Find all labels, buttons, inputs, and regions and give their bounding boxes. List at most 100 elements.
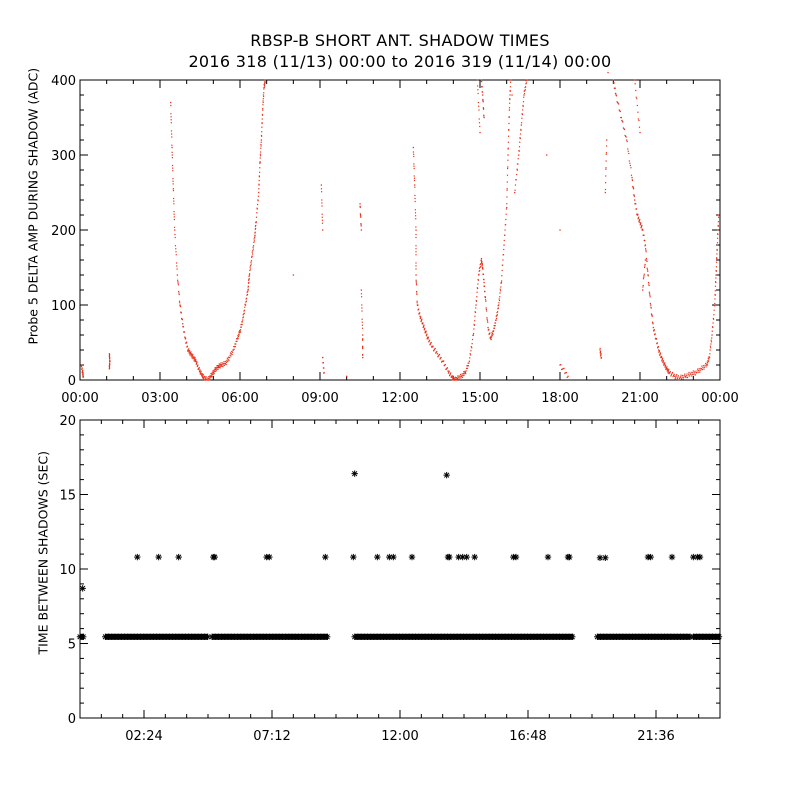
data-point — [507, 167, 509, 170]
data-point — [412, 146, 415, 149]
data-point — [518, 154, 520, 156]
data-point — [661, 359, 663, 361]
data-point — [621, 120, 623, 122]
data-point — [565, 372, 567, 374]
data-point — [323, 367, 325, 369]
data-point — [637, 111, 639, 113]
data-point — [108, 365, 111, 368]
data-point — [463, 374, 465, 376]
data-point — [428, 341, 430, 343]
data-point — [422, 326, 424, 329]
asterisk-stroke — [390, 554, 396, 560]
data-point — [464, 370, 466, 372]
data-point — [525, 86, 527, 88]
data-point — [492, 333, 494, 335]
data-point — [641, 228, 643, 230]
data-point — [190, 354, 193, 356]
data-point — [321, 216, 323, 218]
data-point — [650, 304, 652, 306]
data-point — [430, 341, 432, 344]
data-point — [262, 98, 264, 100]
data-point — [438, 353, 441, 356]
data-point — [419, 315, 421, 317]
asterisk-stroke — [460, 554, 466, 560]
data-point — [229, 354, 231, 356]
data-point — [683, 375, 685, 377]
data-point — [414, 212, 417, 214]
data-point — [653, 329, 655, 331]
data-point — [455, 377, 457, 379]
data-point — [715, 261, 718, 263]
data-point — [255, 221, 257, 223]
data-point — [473, 323, 475, 326]
data-point — [474, 315, 476, 317]
data-point — [698, 368, 700, 370]
data-point — [506, 203, 508, 205]
data-point — [602, 554, 609, 562]
data-point — [188, 348, 190, 350]
data-point — [697, 371, 699, 374]
data-point — [687, 375, 689, 377]
data-point — [178, 292, 180, 294]
data-point — [436, 350, 438, 353]
data-point — [615, 94, 617, 96]
data-point — [216, 366, 218, 368]
data-point — [714, 293, 716, 296]
data-point — [191, 353, 193, 355]
data-point — [477, 279, 479, 281]
data-point — [507, 166, 509, 168]
data-point — [414, 209, 416, 211]
data-point — [109, 362, 111, 365]
data-point — [254, 236, 256, 239]
data-point — [630, 167, 632, 169]
data-point — [224, 362, 227, 365]
data-point — [243, 309, 246, 311]
data-point — [248, 278, 250, 281]
data-point — [516, 173, 518, 176]
asterisk-stroke — [545, 554, 551, 560]
data-point — [231, 353, 233, 356]
data-point — [516, 169, 519, 171]
data-point — [255, 216, 258, 218]
data-point — [173, 216, 175, 218]
data-point — [264, 81, 266, 83]
data-point — [686, 377, 689, 379]
data-point — [711, 330, 713, 332]
data-point — [508, 122, 510, 125]
data-point — [108, 353, 111, 356]
data-point — [655, 338, 658, 340]
data-point — [604, 188, 607, 191]
data-point — [211, 372, 213, 374]
data-point — [668, 368, 670, 371]
data-point — [508, 116, 510, 119]
data-point — [256, 208, 258, 210]
data-point — [178, 300, 181, 302]
data-point — [435, 352, 437, 354]
data-point — [239, 329, 242, 331]
data-point — [676, 374, 678, 376]
data-point — [220, 362, 222, 364]
data-point — [679, 377, 681, 379]
data-point — [673, 374, 675, 377]
data-point — [713, 305, 715, 307]
data-point — [685, 376, 687, 379]
data-point — [459, 375, 461, 377]
data-point — [672, 376, 674, 378]
data-point — [474, 311, 477, 314]
data-point — [260, 141, 262, 143]
data-point — [218, 363, 220, 365]
data-point — [716, 242, 719, 244]
data-point — [413, 163, 415, 165]
data-point — [652, 322, 654, 324]
data-point — [203, 377, 205, 379]
data-point — [219, 367, 221, 369]
data-point — [508, 107, 511, 109]
data-point — [495, 319, 497, 321]
data-point — [171, 146, 173, 149]
data-point — [236, 340, 238, 342]
data-point — [361, 304, 363, 306]
data-point — [415, 248, 417, 250]
data-point — [619, 110, 621, 113]
data-point — [200, 371, 202, 373]
data-point — [466, 365, 468, 367]
